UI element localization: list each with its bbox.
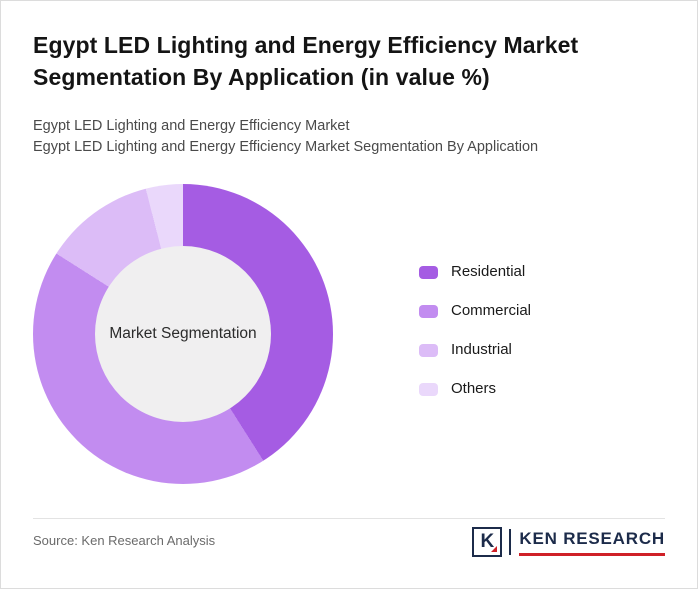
legend-swatch-icon bbox=[419, 304, 438, 318]
legend-swatch-icon bbox=[419, 343, 438, 357]
legend-label: Residential bbox=[451, 263, 526, 280]
legend-label: Commercial bbox=[451, 302, 532, 319]
source-text: Source: Ken Research Analysis bbox=[33, 533, 216, 548]
logo-k-letter: K bbox=[480, 531, 495, 552]
page-title: Egypt LED Lighting and Energy Efficiency… bbox=[33, 32, 579, 91]
footer-divider bbox=[33, 518, 665, 519]
legend-item-others: Others bbox=[419, 380, 531, 397]
subtitle-segmentation: Egypt LED Lighting and Energy Efficiency… bbox=[33, 139, 539, 155]
logo-k-icon: K bbox=[472, 527, 503, 557]
logo-red-accent-icon bbox=[491, 546, 498, 552]
ken-research-logo: K KEN RESEARCH bbox=[472, 527, 665, 557]
subtitle-market: Egypt LED Lighting and Energy Efficiency… bbox=[33, 118, 350, 134]
legend-item-industrial: Industrial bbox=[419, 341, 531, 358]
chart-legend: Residential Commercial Industrial Others bbox=[419, 263, 532, 421]
logo-separator bbox=[509, 529, 512, 555]
donut-center-label: Market Segmentation bbox=[109, 325, 257, 342]
donut-center: Market Segmentation bbox=[95, 246, 271, 422]
legend-swatch-icon bbox=[419, 265, 438, 279]
legend-swatch-icon bbox=[419, 382, 438, 396]
legend-item-commercial: Commercial bbox=[419, 302, 532, 319]
logo-text: KEN RESEARCH bbox=[519, 529, 665, 556]
legend-label: Industrial bbox=[451, 341, 512, 358]
legend-label: Others bbox=[451, 380, 497, 397]
legend-item-residential: Residential bbox=[419, 263, 531, 280]
donut-chart: Market Segmentation bbox=[33, 184, 333, 484]
